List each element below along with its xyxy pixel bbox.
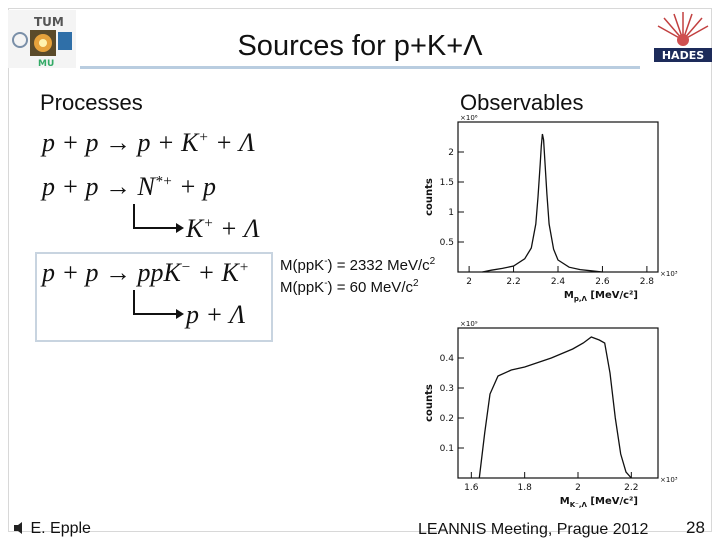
reaction-ppk-sup: − [180, 259, 192, 276]
y-axis-label: counts [424, 178, 435, 216]
hades-logo-text: HADES [662, 49, 704, 62]
y-tick-label: 1 [448, 208, 454, 218]
reaction-ppk-decay: p + Λ [186, 300, 246, 329]
y-tick-label: 0.1 [440, 444, 454, 454]
reaction-nstar-decay-tail: + Λ [213, 214, 260, 243]
arrow-icon: → [105, 172, 132, 201]
mass-line-1-sup2: 2 [429, 256, 436, 267]
reaction-nstar-sup: *+ [154, 173, 173, 190]
speaker-icon [14, 522, 22, 534]
title-underline [80, 66, 640, 69]
footer-event: LEANNIS Meeting, Prague 2012 [418, 521, 649, 538]
reaction-nstar-decay-sup: + [203, 215, 214, 232]
x-axis-label-unit: [MeV/c²] [587, 496, 638, 507]
decay-arrow-icon [133, 290, 184, 319]
reaction-direct-rhs-b: + Λ [208, 128, 255, 157]
mu-logo-text: MU [38, 59, 54, 68]
slide-title: Sources for p+K+Λ [237, 30, 483, 62]
reaction-ppk-plus: + K [191, 258, 239, 287]
reaction-nstar-decay-k: K [186, 214, 204, 243]
footer-author-text: E. Epple [30, 520, 91, 537]
plot-frame [457, 327, 659, 479]
mass-line-2-prefix: M(ppK [280, 279, 325, 296]
x-axis-label: Mp,Λ [MeV/c²] [564, 290, 638, 303]
x-axis-label-main: M [560, 496, 570, 507]
x-axis-label-sub: K⁻,Λ [570, 501, 588, 509]
x-tick-label: 1.8 [518, 483, 533, 493]
x-tick-label: 1.6 [464, 483, 479, 493]
mass-line-1-suffix: ) = 2332 MeV/c [327, 257, 430, 274]
mass-line-1-prefix: M(ppK [280, 257, 325, 274]
x-exponent-label: ×10³ [660, 476, 678, 484]
y-tick-label: 0.2 [440, 414, 454, 424]
reaction-nstar-main: N [137, 172, 155, 201]
mass-line-2-sup2: 2 [412, 278, 419, 289]
reaction-ppk: p + p → ppK− + K+ [42, 258, 249, 288]
reaction-ppk-main: ppK [137, 258, 181, 287]
reaction-direct-charge: + [198, 129, 209, 146]
series-line [478, 336, 632, 479]
x-tick-label: 2.2 [506, 277, 520, 287]
x-tick-label: 2.4 [551, 277, 566, 287]
footer-author: E. Epple [12, 520, 91, 538]
reaction-nstar-decay: K+ + Λ [186, 214, 260, 244]
arrow-icon: → [105, 128, 132, 157]
x-axis-label: MK⁻,Λ [MeV/c²] [560, 496, 638, 509]
x-tick-label: 2.8 [640, 277, 655, 287]
mass-line-1-sup: - [324, 256, 328, 267]
reaction-nstar: p + p → N*+ + p [42, 172, 216, 202]
series-line [482, 133, 603, 273]
decay-arrow-icon [133, 204, 184, 233]
ppk-box [35, 252, 273, 342]
x-exponent-label: ×10³ [660, 270, 678, 278]
x-axis-label-unit: [MeV/c²] [587, 290, 638, 301]
x-axis-label-main: M [564, 290, 574, 301]
mass-line-2-suffix: ) = 60 MeV/c [327, 279, 413, 296]
y-tick-label: 0.4 [440, 354, 455, 364]
arrow-icon: → [105, 258, 132, 287]
tum-logo-text: TUM [34, 15, 64, 29]
tum-logo: TUM MU [8, 10, 76, 68]
reaction-direct-rhs-a: p + K [137, 128, 199, 157]
mass-line-2: M(ppK-) = 60 MeV/c2 [280, 278, 419, 296]
reaction-direct-lhs: p + p [42, 128, 99, 157]
page-number: 28 [686, 518, 705, 537]
mass-line-1: M(ppK-) = 2332 MeV/c2 [280, 256, 435, 274]
processes-heading: Processes [40, 90, 143, 115]
x-tick-label: 2.2 [624, 483, 638, 493]
mass-spectrum-plot-k-lambda: 1.6 1.8 2 2.2 0.1 0.2 0.3 0.4 ×10⁹ ×10³ counts MK⁻,… [424, 320, 678, 509]
reaction-nstar-tail: + p [172, 172, 217, 201]
mass-spectrum-plot-p-lambda: 2 2.2 2.4 2.6 2.8 0.5 1 1.5 2 ×10⁶ ×10³ counts Mp,Λ … [424, 114, 678, 303]
y-exponent-label: ×10⁶ [460, 114, 478, 122]
y-tick-label: 0.5 [440, 238, 454, 248]
y-tick-label: 0.3 [440, 384, 454, 394]
x-tick-label: 2 [466, 277, 472, 287]
y-exponent-label: ×10⁹ [460, 320, 478, 328]
y-tick-label: 2 [448, 148, 454, 158]
plot-frame [457, 121, 659, 273]
y-axis-label: counts [424, 384, 435, 422]
reaction-direct: p + p → p + K+ + Λ [42, 128, 255, 158]
slide-frame [8, 8, 712, 532]
reaction-nstar-lhs: p + p [42, 172, 99, 201]
x-tick-label: 2 [575, 483, 581, 493]
reaction-ppk-lhs: p + p [42, 258, 99, 287]
y-tick-label: 1.5 [440, 178, 454, 188]
reaction-ppk-sup2: + [238, 259, 250, 276]
observables-heading: Observables [460, 90, 584, 115]
mass-line-2-sup: - [324, 278, 328, 289]
x-axis-label-sub: p,Λ [574, 295, 588, 303]
x-tick-label: 2.6 [595, 277, 610, 287]
hades-logo: HADES [654, 12, 712, 62]
